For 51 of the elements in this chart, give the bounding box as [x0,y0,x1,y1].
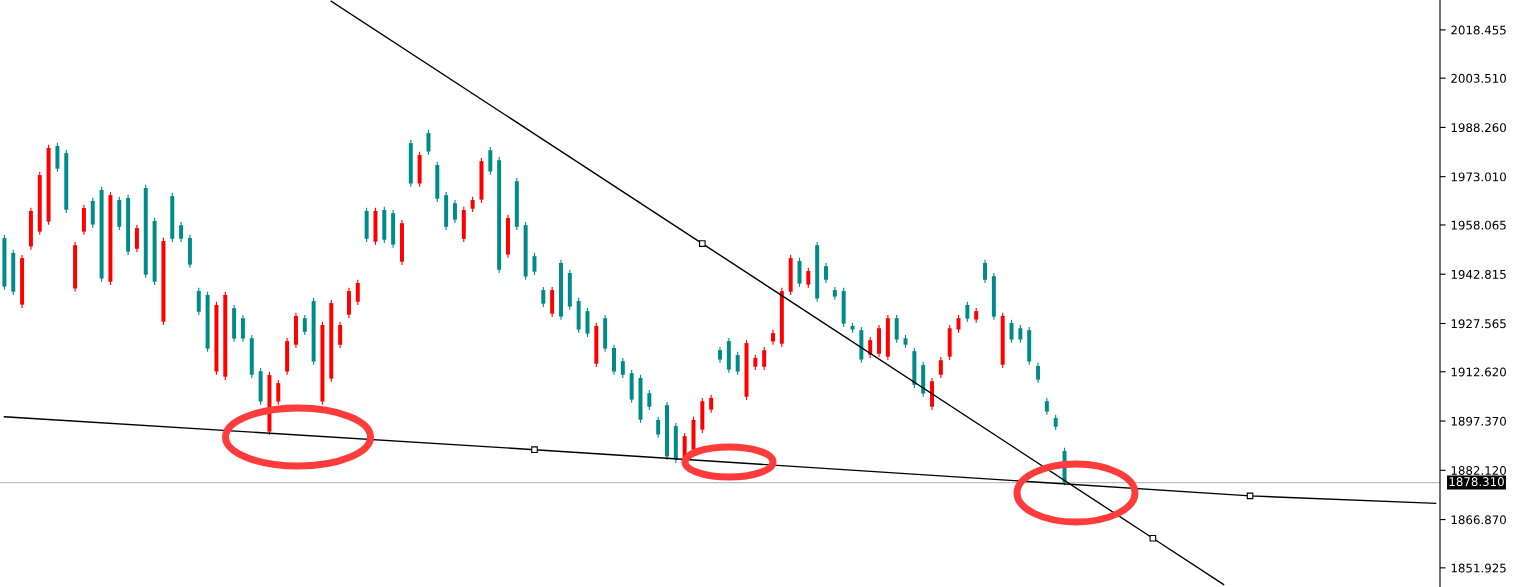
candlestick [541,286,546,308]
candlestick [302,314,307,336]
y-tick-label: 1942.815 [1451,269,1506,279]
candlestick [709,394,714,414]
candlestick [55,142,60,173]
candlestick [983,259,988,284]
candlestick [338,321,343,349]
y-tick-label: 1851.925 [1451,563,1506,573]
y-tick-label: 1927.565 [1451,319,1506,329]
point [1149,534,1157,542]
candlestick [134,224,139,253]
candlestick [762,346,767,371]
point [531,446,538,454]
candlestick [894,314,899,344]
y-tick-label: 1897.370 [1451,416,1506,426]
candlestick [656,416,661,439]
candlestick [355,279,360,306]
ref-line-label: 1878.310 [1449,477,1504,487]
candlestick [965,301,970,323]
y-tick-label: 1866.870 [1451,515,1506,525]
candlestick [426,129,431,156]
candlestick [806,267,811,289]
y-tick-label: 1912.620 [1451,367,1506,377]
candlestick [179,221,184,243]
candlestick [1009,319,1014,344]
candlestick [868,336,873,359]
candlestick [532,252,537,276]
point [698,240,706,247]
candlestick [612,344,616,376]
candlestick [550,286,555,318]
candlestick [452,199,457,224]
candlestick [196,287,201,316]
candlestick [824,262,828,284]
y-tick-label: 2018.455 [1451,25,1506,35]
candlestick [735,351,740,376]
candlestick [488,146,493,176]
y-tick-label: 1882.120 [1451,466,1506,475]
candlestick [81,204,86,236]
candlestick [240,314,245,343]
candlestick [346,287,351,319]
candlestick [938,356,943,379]
candlestick [620,357,625,379]
y-tick-label: 1958.065 [1451,220,1506,230]
candlestick [647,389,652,411]
y-tick-label: 1988.260 [1451,123,1506,133]
y-tick-label: 1973.010 [1451,172,1506,182]
y-tick-label: 2003.510 [1451,73,1506,83]
candlestick [585,307,590,338]
candlestick [1036,362,1041,384]
candlestick [90,197,95,229]
candlestick [276,379,281,406]
